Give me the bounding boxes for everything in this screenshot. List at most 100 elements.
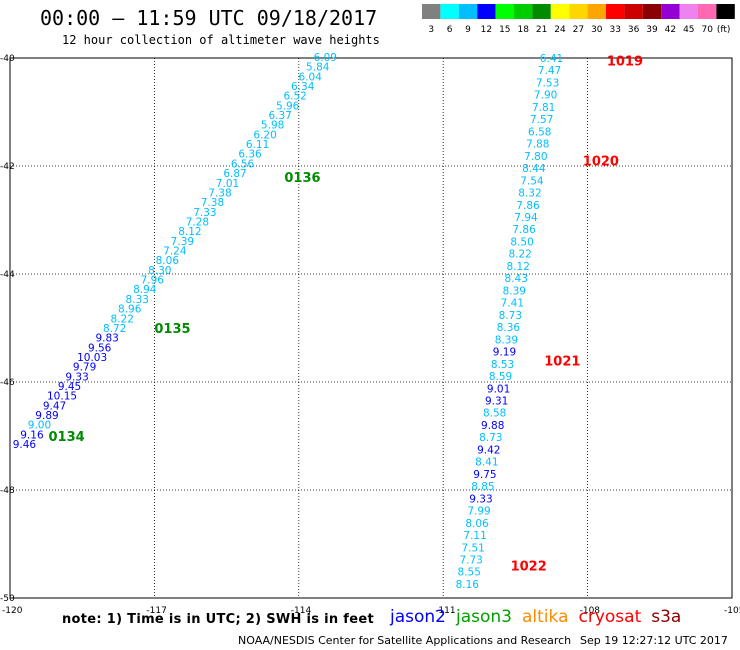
wave-height-value: 6.41 — [540, 53, 563, 65]
wave-height-value: 9.47 — [43, 400, 66, 412]
colorbar-label: 39 — [646, 25, 658, 35]
colorbar-label: 70 — [701, 25, 713, 35]
colorbar-swatch — [606, 4, 625, 19]
wave-height-value: 6.58 — [528, 126, 551, 138]
wave-height-value: 7.51 — [461, 542, 484, 554]
wave-height-value: 7.99 — [467, 506, 490, 518]
wave-height-value: 9.42 — [477, 444, 500, 456]
lon-tick-label: -114 — [291, 606, 312, 616]
colorbar-label: 45 — [683, 25, 694, 35]
legend-entry-s3a: s3a — [651, 607, 682, 627]
lat-tick-label: -50 — [0, 594, 15, 604]
wave-height-value: 7.80 — [524, 151, 547, 163]
wave-height-value: 8.58 — [483, 408, 506, 420]
lon-tick-label: -120 — [2, 606, 23, 616]
colorbar-label: 33 — [609, 25, 620, 35]
legend-entry-altika: altika — [522, 607, 569, 627]
colorbar-swatch — [514, 4, 533, 19]
legend-entry-cryosat: cryosat — [578, 607, 642, 627]
wave-height-value: 9.31 — [485, 395, 508, 407]
colorbar-label: 21 — [536, 25, 547, 35]
lat-tick-label: -42 — [0, 162, 15, 172]
wave-height-value: 7.38 — [201, 197, 224, 209]
wave-height-value: 8.73 — [499, 310, 522, 322]
color-scale-bar: 3 6 9 12 15 18 21 24 27 30 33 36 39 42 45 70 (ft) — [422, 4, 735, 35]
colorbar-swatch — [532, 4, 551, 19]
colorbar-label: 30 — [591, 25, 603, 35]
wave-height-value: 9.89 — [35, 410, 58, 422]
colorbar-swatch — [495, 4, 514, 19]
wave-height-value: 5.84 — [306, 62, 330, 74]
wave-height-value: 8.73 — [479, 432, 502, 444]
wave-height-value: 9.88 — [481, 420, 504, 432]
wave-height-value: 8.55 — [458, 567, 481, 579]
wave-height-value: 8.39 — [503, 285, 526, 297]
wave-height-value: 8.33 — [126, 294, 149, 306]
pass-time-label: 0135 — [154, 322, 190, 337]
colorbar-swatch — [661, 4, 680, 19]
colorbar-label: 18 — [517, 25, 529, 35]
wave-height-value: 8.41 — [475, 457, 498, 469]
wave-height-value: 7.28 — [186, 216, 209, 228]
lat-tick-label: -46 — [0, 378, 15, 388]
wave-height-value: 8.30 — [148, 265, 171, 277]
wave-height-value: 9.75 — [473, 469, 496, 481]
wave-height-value: 7.47 — [538, 65, 561, 77]
wave-height-value: 6.34 — [291, 81, 315, 93]
wave-height-value: 8.59 — [489, 371, 512, 383]
colorbar-label: 36 — [628, 25, 640, 35]
wave-height-value: 8.39 — [495, 334, 518, 346]
wave-height-value: 9.46 — [13, 439, 37, 451]
wave-height-value: 9.83 — [95, 333, 118, 345]
lon-tick-label: -105 — [724, 606, 740, 616]
legend-entry-jason2: jason2 — [390, 607, 446, 627]
page-subtitle: 12 hour collection of altimeter wave hei… — [62, 33, 380, 47]
credit-line: NOAA/NESDIS Center for Satellite Applica… — [238, 634, 572, 647]
wave-height-value: 10.15 — [47, 391, 77, 403]
wave-height-value: 9.45 — [58, 381, 81, 393]
wave-height-value: 5.98 — [261, 120, 284, 132]
wave-height-value: 9.00 — [28, 420, 51, 432]
wave-height-value: 6.36 — [238, 149, 262, 161]
colorbar-label: 24 — [554, 25, 566, 35]
wave-height-value: 9.33 — [469, 493, 492, 505]
colorbar-swatch — [458, 4, 478, 19]
wave-height-value: 9.79 — [73, 362, 96, 374]
wave-height-value: 7.90 — [534, 90, 557, 102]
wave-height-value: 7.73 — [459, 554, 482, 566]
wave-height-value: 6.09 — [314, 52, 337, 64]
wave-height-value: 7.88 — [526, 139, 549, 151]
wave-height-value: 7.11 — [463, 530, 486, 542]
satellite-legend: jason2 jason3 altika cryosat s3a — [390, 607, 691, 627]
colorbar-label: 6 — [447, 25, 453, 35]
colorbar-label: 12 — [481, 25, 492, 35]
wave-height-value: 7.96 — [141, 275, 165, 287]
wave-height-value: 9.56 — [88, 342, 112, 354]
wave-height-value: 8.12 — [507, 261, 530, 273]
wave-height-value: 8.72 — [103, 323, 126, 335]
wave-height-value: 7.86 — [512, 224, 536, 236]
generation-timestamp: Sep 19 12:27:12 UTC 2017 — [580, 634, 728, 647]
wave-height-value: 8.22 — [111, 313, 134, 325]
pass-time-label: 1021 — [544, 354, 580, 369]
wave-height-value: 9.19 — [493, 347, 516, 359]
wave-height-value: 7.38 — [208, 187, 231, 199]
colorbar-swatch — [569, 4, 588, 19]
wave-height-value: 9.01 — [487, 383, 510, 395]
lon-tick-label: -117 — [146, 606, 166, 616]
wave-height-value: 8.22 — [508, 249, 531, 261]
map-frame — [9, 57, 733, 599]
lon-tick-label: -108 — [580, 606, 601, 616]
colorbar-swatch — [698, 4, 717, 19]
wave-height-value: 7.33 — [193, 207, 216, 219]
wave-height-value: 7.81 — [532, 102, 555, 114]
wave-height-value: 8.06 — [156, 255, 180, 267]
wave-height-value: 6.56 — [231, 158, 255, 170]
colorbar-swatch — [624, 4, 643, 19]
wave-height-value: 8.32 — [518, 188, 541, 200]
wave-height-value: 8.50 — [510, 236, 533, 248]
pass-time-label: 0134 — [49, 430, 85, 445]
pass-time-label: 1019 — [607, 55, 643, 70]
wave-height-value: 7.86 — [516, 200, 540, 212]
